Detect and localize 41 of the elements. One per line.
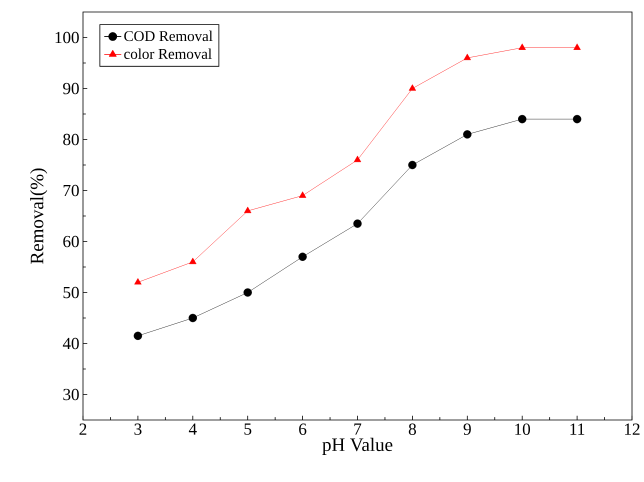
point [354, 156, 362, 162]
legend-label: color Removal [124, 48, 212, 59]
x-tick-label: 7 [354, 424, 362, 435]
point [464, 54, 471, 60]
point [408, 84, 416, 91]
x-tick-label: 4 [188, 424, 197, 435]
point [518, 44, 526, 50]
x-tick-label: 3 [134, 424, 142, 435]
point [463, 130, 472, 139]
y-axis-title: Removal(%) [30, 168, 48, 264]
y-tick-label: 40 [62, 338, 79, 350]
y-tick-label: 30 [63, 388, 79, 400]
point [244, 206, 252, 214]
x-tick-label: 5 [244, 424, 252, 435]
point [573, 44, 581, 50]
legend-label: COD Removal [124, 30, 213, 42]
point [189, 258, 196, 264]
x-axis-title: pH Value [322, 438, 392, 455]
x-tick-label: 12 [625, 424, 640, 435]
point [188, 314, 197, 322]
x-tick-label: 2 [80, 424, 86, 435]
point [244, 288, 252, 297]
point [572, 114, 582, 124]
y-tick-label: 100 [56, 32, 79, 44]
y-tick-label: 70 [64, 184, 79, 196]
point [134, 278, 142, 284]
x-tick-label: 9 [464, 424, 471, 435]
x-tick-label: 6 [299, 424, 306, 435]
y-tick-label: 90 [63, 82, 79, 94]
point [408, 160, 417, 170]
y-tick-label: 60 [63, 236, 79, 248]
point [518, 114, 526, 124]
point [298, 191, 306, 198]
y-tick-label: 50 [64, 286, 79, 298]
x-tick-label: 10 [515, 424, 530, 435]
point [353, 219, 362, 228]
x-tick-label: 8 [408, 424, 416, 435]
point [134, 332, 142, 340]
point [298, 252, 307, 261]
y-tick-label: 80 [63, 134, 79, 146]
x-tick-label: 11 [570, 424, 584, 435]
